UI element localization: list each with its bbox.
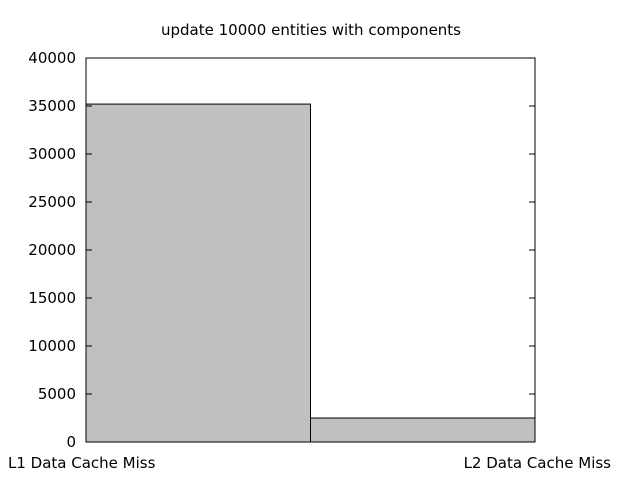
chart-title: update 10000 entities with components [161, 21, 461, 39]
x-category-label-1: L1 Data Cache Miss [8, 454, 156, 472]
bar-1 [85, 103, 311, 443]
x-axis-labels: L1 Data Cache Miss L2 Data Cache Miss [8, 454, 611, 472]
y-tick-label: 25000 [28, 193, 76, 211]
bar-2 [310, 417, 536, 443]
x-category-label-2: L2 Data Cache Miss [464, 454, 612, 472]
y-tick-label: 40000 [28, 49, 76, 67]
y-tick-label: 0 [66, 433, 76, 451]
plot-frame [85, 57, 536, 443]
y-tick-label: 20000 [28, 241, 76, 259]
y-tick-label: 10000 [28, 337, 76, 355]
y-tick-label: 35000 [28, 97, 76, 115]
y-axis-ticks: 0 5000 10000 15000 20000 25000 30000 35000 40000 [28, 49, 535, 451]
y-tick-label: 15000 [28, 289, 76, 307]
bars-group [85, 103, 536, 443]
y-tick-label: 5000 [38, 385, 76, 403]
y-tick-label: 30000 [28, 145, 76, 163]
